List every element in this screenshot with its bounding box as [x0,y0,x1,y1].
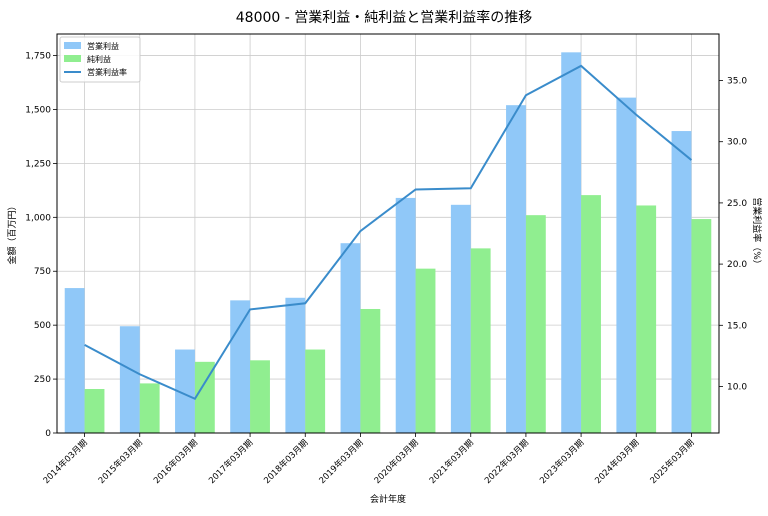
x-tick-label: 2021年03月期 [427,437,476,486]
y-tick-label: 1,000 [25,213,51,223]
y-axis-label-right: 営業利益率（%） [751,197,763,269]
legend-label-margin: 営業利益率 [87,67,127,77]
x-tick-label: 2025年03月期 [648,437,697,486]
y-tick-label: 1,750 [25,52,51,62]
bar-operating-profit [395,197,416,433]
x-tick-label: 2018年03月期 [262,437,311,486]
chart-title: 48000 - 営業利益・純利益と営業利益率の推移 [236,9,533,26]
y-tick-label: 1,250 [25,159,51,169]
bar-operating-profit [616,97,637,433]
y2-tick-label: 35.0 [727,77,747,87]
y2-tick-label: 20.0 [727,260,747,270]
y-tick-label: 0 [45,429,51,439]
y-tick-label: 250 [34,375,51,385]
x-tick-label: 2022年03月期 [482,437,531,486]
y-axis-right: 10.0 15.0 20.0 25.0 30.0 35.0 [719,77,747,392]
bar-net-profit [636,205,657,433]
y-tick-label: 500 [34,321,51,331]
line-series [84,64,693,400]
y-tick-label: 750 [34,267,51,277]
bar-operating-profit [340,243,361,433]
y-axis-label-left: 金額（百万円） [6,201,18,264]
y2-tick-label: 15.0 [727,321,747,331]
bar-net-profit [84,389,105,433]
bar-operating-profit [561,52,582,434]
bar-net-profit [415,268,436,433]
x-axis: 2014年03月期 2015年03月期 2016年03月期 2017年03月期 2018… [41,433,697,486]
y-tick-label: 1,500 [25,105,51,115]
y2-tick-label: 30.0 [727,138,747,148]
bar-operating-profit [285,297,306,433]
legend-swatch-net-profit [64,55,81,62]
x-tick-label: 2020年03月期 [372,437,421,486]
y2-tick-label: 25.0 [727,199,747,209]
x-axis-label: 会計年度 [370,493,406,505]
x-tick-label: 2014年03月期 [41,437,90,486]
bar-operating-profit [230,300,251,433]
legend: 営業利益 純利益 営業利益率 [59,36,141,83]
bar-operating-profit [671,131,692,433]
bar-net-profit [525,215,546,433]
bar-net-profit [691,219,712,433]
bar-operating-profit [450,204,471,433]
bar-net-profit [581,195,601,433]
x-tick-label: 2023年03月期 [537,437,586,486]
y-axis-left: 0 250 500 750 1,000 1,250 1,500 1,750 [25,52,57,439]
bar-net-profit [470,248,491,433]
bar-operating-profit [175,349,195,433]
legend-swatch-operating-profit [64,42,81,49]
x-tick-label: 2015年03月期 [96,437,145,486]
x-tick-label: 2019年03月期 [317,437,366,486]
bar-net-profit [250,360,270,433]
legend-label-operating-profit: 営業利益 [87,41,119,51]
bar-operating-profit [506,105,526,433]
x-tick-label: 2017年03月期 [206,437,255,486]
bar-net-profit [360,308,381,433]
y2-tick-label: 10.0 [727,382,747,392]
plot-frame [56,33,720,434]
bar-operating-profit [64,288,85,433]
legend-label-net-profit: 純利益 [87,54,111,64]
bar-net-profit [194,361,215,433]
bar-operating-profit [119,326,140,433]
line-operating-margin [84,64,693,400]
bar-net-profit [139,383,160,433]
bar-net-profit [305,349,326,433]
x-tick-label: 2024年03月期 [593,437,642,486]
x-tick-label: 2016年03月期 [151,437,200,486]
